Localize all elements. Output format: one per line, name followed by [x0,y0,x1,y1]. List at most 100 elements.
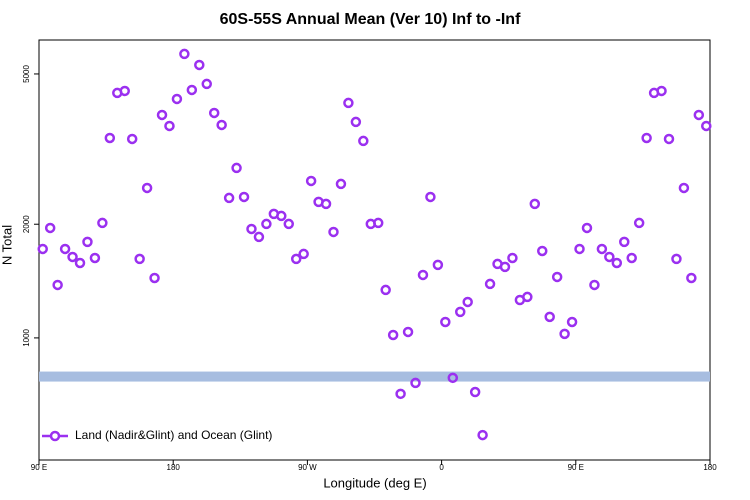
x-tick-label: 180 [703,463,717,472]
data-point [432,259,444,271]
data-point [231,162,242,174]
data-point [410,377,421,389]
data-point [186,84,198,96]
data-point [119,85,130,97]
plot-frame [38,39,711,461]
data-point [126,133,138,145]
data-point [522,291,533,303]
data-point [201,78,212,90]
data-point [678,182,690,194]
data-point [477,429,488,441]
data-point [216,119,227,131]
data-point [604,251,615,263]
data-point [581,222,593,234]
data-point [350,116,362,128]
data-point [693,109,705,121]
data-point [686,272,697,284]
data-point [454,306,466,318]
x-tick-label: 90 E [568,463,584,472]
data-point [194,59,205,71]
data-point [253,231,265,243]
y-tick-label: 1000 [22,328,31,346]
data-point [484,278,496,290]
data-point [507,252,518,264]
x-axis-label: Longitude (deg E) [323,475,426,490]
data-point [611,257,623,269]
data-point [290,253,302,265]
data-point [589,279,600,291]
data-point [440,316,451,328]
data-point [529,198,541,210]
data-point [67,251,78,263]
chart-title: 60S-55S Annual Mean (Ver 10) Inf to -Inf [220,11,521,28]
data-point [276,210,287,222]
data-point [335,178,347,190]
data-point [283,218,295,230]
data-point [223,192,235,204]
data-point [305,175,317,187]
data-point [469,386,481,398]
data-point [626,252,637,264]
data-point [97,217,108,229]
data-point [59,243,71,255]
data-point [499,261,511,273]
data-point [447,372,459,384]
data-point [246,223,257,235]
data-point [387,329,399,341]
data-point [328,226,339,238]
data-point [104,132,116,144]
data-point [89,252,101,264]
data-point [156,109,168,121]
data-point [44,222,56,234]
data-point [395,388,406,400]
data-point [164,120,175,132]
data-point [320,198,332,210]
x-tick-label: 0 [439,463,444,472]
reference-band [39,371,710,382]
data-point [574,243,585,255]
data-point [544,311,555,323]
data-point [566,316,578,328]
data-point [149,272,160,284]
data-point [358,135,369,147]
data-point [641,132,652,144]
data-point [82,236,93,248]
data-point [37,243,48,255]
data-point [663,133,675,145]
y-tick-label: 5000 [22,65,31,83]
data-point [425,191,436,203]
x-tick-label: 90 E [31,463,47,472]
data-point [343,97,354,109]
data-point [671,253,682,265]
x-tick-label: 180 [167,463,181,472]
data-point [551,271,563,283]
data-point [141,182,153,194]
data-point [74,257,86,269]
data-point [402,326,414,338]
data-point [238,191,250,203]
data-point [537,245,548,257]
data-point [656,85,667,97]
data-point [462,296,473,308]
data-point [298,248,309,260]
legend-marker [49,430,61,442]
data-point [208,107,220,119]
data-point [619,236,630,248]
data-point [372,217,384,229]
data-point [701,120,712,132]
y-axis-label: N Total [0,225,14,265]
data-point [559,328,570,340]
x-tick-label: 90 W [298,463,317,472]
data-point [52,279,63,291]
data-point [171,93,183,105]
legend-label: Land (Nadir&Glint) and Ocean (Glint) [75,428,272,442]
data-point [179,48,190,60]
data-point [417,269,429,281]
data-point [261,218,272,230]
data-point [596,243,608,255]
data-point [380,284,391,296]
data-point [134,253,145,265]
y-tick-label: 2000 [22,215,31,233]
data-point [633,217,645,229]
